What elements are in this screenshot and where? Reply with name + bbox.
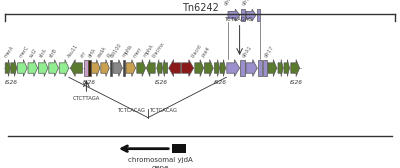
- Polygon shape: [182, 60, 194, 76]
- Bar: [110, 60, 112, 76]
- Text: strA: strA: [39, 47, 48, 58]
- Polygon shape: [246, 60, 257, 76]
- Text: strB: strB: [49, 47, 58, 58]
- Text: pse4: pse4: [200, 46, 211, 58]
- Text: drfA: drfA: [88, 47, 98, 58]
- Text: mphA: mphA: [142, 44, 155, 58]
- Bar: [123, 60, 125, 76]
- Polygon shape: [246, 9, 256, 21]
- Text: RI: RI: [106, 51, 113, 58]
- Text: IS26: IS26: [214, 80, 227, 85]
- Polygon shape: [18, 60, 27, 76]
- Text: CTCTTAGA: CTCTTAGA: [73, 96, 100, 101]
- Polygon shape: [228, 9, 240, 21]
- Text: TCTCACAG: TCTCACAG: [118, 108, 146, 113]
- Text: blacnt: blacnt: [191, 43, 204, 58]
- Polygon shape: [11, 60, 17, 76]
- Polygon shape: [278, 60, 283, 76]
- Polygon shape: [162, 60, 168, 76]
- Text: dfr17: dfr17: [242, 0, 254, 7]
- Text: cdi100: cdi100: [109, 42, 123, 58]
- Polygon shape: [291, 60, 300, 76]
- Text: Asu11: Asu11: [66, 43, 79, 58]
- Bar: [257, 9, 260, 21]
- Text: blacmx: blacmx: [151, 41, 166, 58]
- Text: dfr17: dfr17: [264, 45, 276, 58]
- Polygon shape: [137, 60, 146, 76]
- Polygon shape: [284, 60, 290, 76]
- Text: IS26: IS26: [83, 80, 96, 85]
- Bar: [241, 9, 245, 21]
- Text: mphb: mphb: [122, 44, 134, 58]
- Text: IS26: IS26: [5, 80, 18, 85]
- Text: merr: merr: [133, 46, 144, 58]
- Polygon shape: [204, 60, 213, 76]
- Polygon shape: [227, 60, 240, 76]
- Text: Tn6242: Tn6242: [182, 3, 218, 13]
- Bar: [172, 144, 186, 153]
- Polygon shape: [28, 60, 38, 76]
- Polygon shape: [70, 60, 82, 76]
- Text: aadA: aadA: [97, 45, 108, 58]
- Polygon shape: [92, 60, 100, 76]
- Text: dfrA1: dfrA1: [242, 44, 254, 58]
- Text: IS26: IS26: [155, 80, 168, 85]
- Bar: [240, 60, 245, 76]
- Bar: [84, 60, 88, 76]
- Text: arr: arr: [80, 50, 88, 58]
- Bar: [263, 60, 267, 76]
- Polygon shape: [220, 60, 226, 76]
- Polygon shape: [38, 60, 48, 76]
- Polygon shape: [169, 60, 181, 76]
- Text: merA: merA: [4, 45, 15, 58]
- Text: sul2: sul2: [28, 47, 38, 58]
- Text: TCTAAGAG: TCTAAGAG: [226, 17, 254, 22]
- Text: chromosomal yjdA
gene: chromosomal yjdA gene: [128, 157, 192, 168]
- Polygon shape: [113, 60, 122, 76]
- Polygon shape: [59, 60, 69, 76]
- Polygon shape: [101, 60, 109, 76]
- Polygon shape: [49, 60, 58, 76]
- Bar: [258, 60, 262, 76]
- Polygon shape: [126, 60, 136, 76]
- Polygon shape: [195, 60, 204, 76]
- Bar: [88, 60, 91, 76]
- Polygon shape: [157, 60, 162, 76]
- Polygon shape: [5, 60, 10, 76]
- Text: IS26: IS26: [290, 80, 302, 85]
- Text: TCTCACAG: TCTCACAG: [150, 108, 178, 113]
- Polygon shape: [268, 60, 277, 76]
- Text: merC: merC: [18, 45, 30, 58]
- Polygon shape: [214, 60, 220, 76]
- Polygon shape: [146, 60, 155, 76]
- Text: dfrA5: dfrA5: [224, 0, 236, 7]
